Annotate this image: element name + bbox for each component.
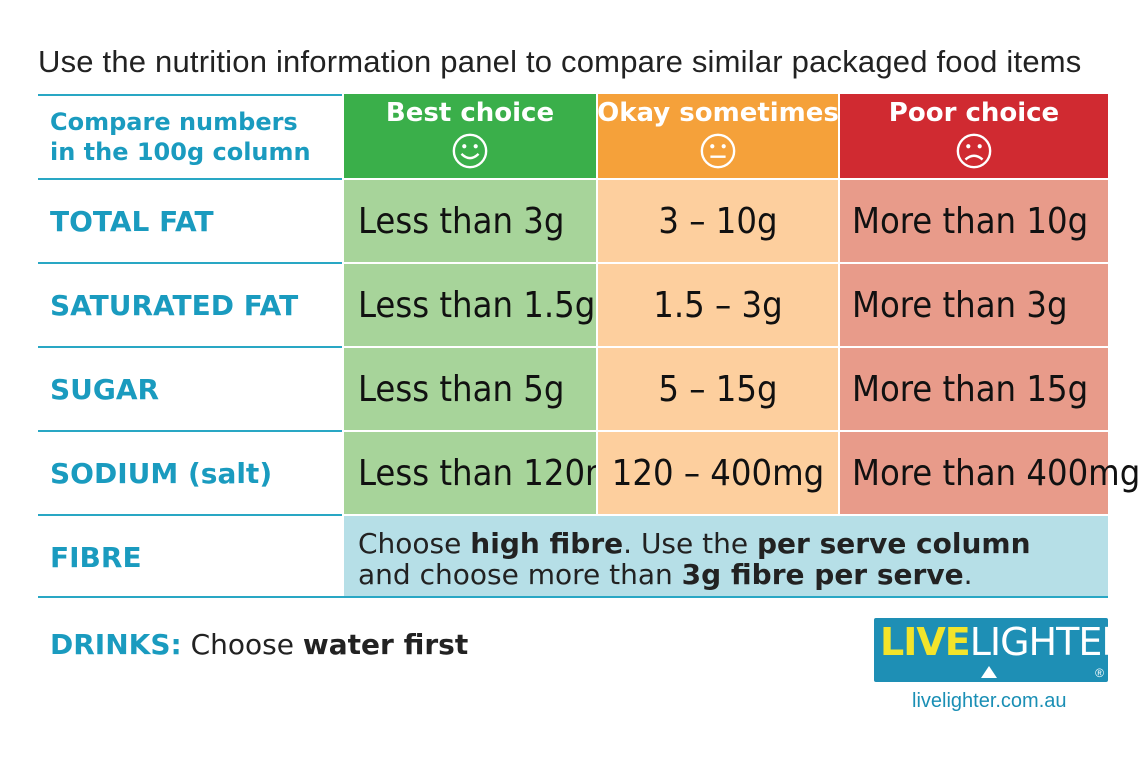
header-okay-sometimes: Okay sometimes [596, 94, 839, 178]
row-label: SATURATED FAT [38, 262, 342, 346]
poor-value: More than 400mg [838, 430, 1140, 514]
neutral-face-icon [700, 133, 736, 169]
drinks-bold: water first [302, 628, 469, 661]
fibre-text: . [963, 558, 973, 591]
page-title: Use the nutrition information panel to c… [38, 44, 1082, 79]
okay-value: 5 – 15g [596, 346, 838, 430]
table-bottom-divider [38, 596, 1108, 598]
best-value: Less than 120mg [342, 430, 637, 514]
fibre-bold: per serve column [757, 527, 1031, 560]
header-label: Compare numbers in the 100g column [38, 94, 342, 178]
poor-choice-label: Poor choice [888, 98, 1060, 128]
fibre-text: . Use the [623, 527, 758, 560]
fibre-text: and choose more than [358, 558, 682, 591]
header-best-choice: Best choice [342, 94, 596, 178]
best-value: Less than 5g [342, 346, 596, 430]
table-row-sodium: SODIUM (salt) Less than 120mg 120 – 400m… [38, 430, 1140, 514]
row-label: FIBRE [38, 514, 342, 598]
fibre-bold: high fibre [470, 527, 624, 560]
poor-value: More than 15g [838, 346, 1108, 430]
best-value: Less than 3g [342, 178, 596, 262]
fibre-advice: Choose high fibre. Use the per serve col… [342, 514, 1108, 598]
logo-part-lighter: LIGHTER [969, 620, 1128, 664]
smiley-face-icon [452, 133, 488, 169]
website-url[interactable]: livelighter.com.au [912, 690, 1067, 712]
comparison-table: Compare numbers in the 100g column Best … [38, 94, 1140, 598]
okay-value: 1.5 – 3g [596, 262, 838, 346]
row-label: SUGAR [38, 346, 342, 430]
registered-mark: ® [1095, 666, 1104, 680]
best-value: Less than 1.5g [342, 262, 596, 346]
table-row-saturated-fat: SATURATED FAT Less than 1.5g 1.5 – 3g Mo… [38, 262, 1108, 346]
header-poor-choice: Poor choice [838, 94, 1108, 178]
row-label: SODIUM (salt) [38, 430, 342, 514]
fibre-text: Choose [358, 527, 471, 560]
table-row-fibre: FIBRE Choose high fibre. Use the per ser… [38, 514, 1108, 598]
poor-value: More than 10g [838, 178, 1108, 262]
table-row-sugar: SUGAR Less than 5g 5 – 15g More than 15g [38, 346, 1108, 430]
logo-part-live: LIVE [880, 620, 971, 664]
table-row-total-fat: TOTAL FAT Less than 3g 3 – 10g More than… [38, 178, 1108, 262]
poor-value: More than 3g [838, 262, 1108, 346]
sad-face-icon [956, 133, 992, 169]
fibre-line-1: Choose high fibre. Use the per serve col… [358, 528, 1094, 559]
drinks-advice: DRINKS: Choose water first [50, 628, 468, 661]
okay-value: 120 – 400mg [596, 430, 838, 514]
row-label: TOTAL FAT [38, 178, 342, 262]
fibre-bold: 3g fibre per serve [681, 558, 964, 591]
triangle-icon [981, 666, 997, 678]
table-header-row: Compare numbers in the 100g column Best … [38, 94, 1108, 178]
okay-sometimes-label: Okay sometimes [597, 98, 839, 128]
drinks-text: Choose [181, 628, 303, 661]
best-choice-label: Best choice [385, 98, 555, 128]
drinks-label: DRINKS: [50, 628, 182, 661]
okay-value: 3 – 10g [596, 178, 838, 262]
livelighter-logo: LIVELIGHTER ® [874, 618, 1128, 682]
header-label-line-1: Compare numbers [50, 108, 298, 136]
header-label-line-2: in the 100g column [50, 138, 311, 166]
logo-wordmark: LIVELIGHTER [880, 620, 1128, 664]
fibre-line-2: and choose more than 3g fibre per serve. [358, 559, 1094, 590]
